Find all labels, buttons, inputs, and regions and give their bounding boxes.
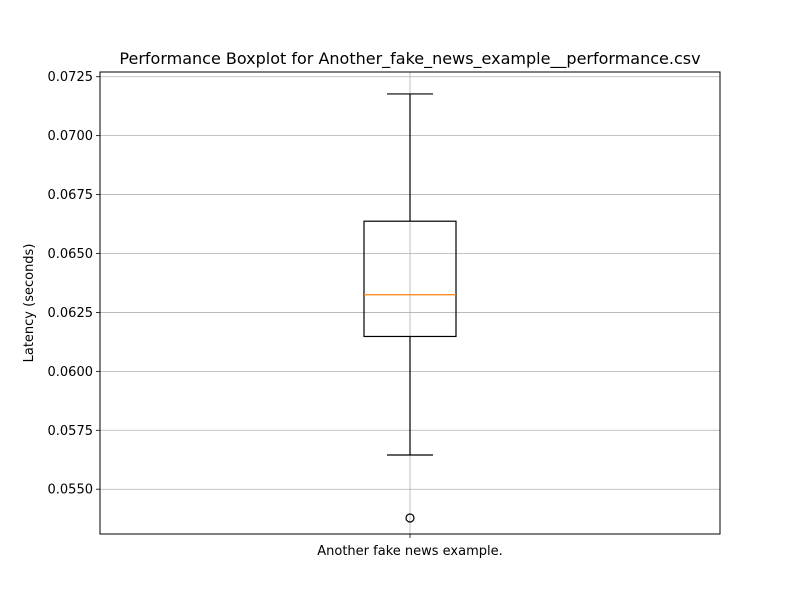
y-tick-label: 0.0675 (48, 188, 94, 203)
chart-title: Performance Boxplot for Another_fake_new… (119, 49, 700, 69)
iqr-box (363, 220, 457, 338)
box-layer (363, 93, 457, 523)
outlier-point (405, 513, 415, 523)
y-axis-ticks: 0.0550 0.0575 0.0600 0.0625 0.0650 0.0675 0.07… (48, 70, 100, 498)
y-tick-label: 0.0600 (48, 365, 94, 380)
y-tick-label: 0.0550 (48, 483, 94, 498)
x-tick-label: Another fake news example. (317, 544, 503, 559)
y-tick-label: 0.0650 (48, 247, 94, 262)
y-tick-label: 0.0625 (48, 306, 94, 321)
y-tick-label: 0.0575 (48, 424, 94, 439)
y-axis-label: Latency (seconds) (22, 244, 37, 363)
x-axis-ticks: Another fake news example. (317, 534, 503, 559)
y-tick-label: 0.0700 (48, 129, 94, 144)
y-tick-label: 0.0725 (48, 70, 94, 85)
